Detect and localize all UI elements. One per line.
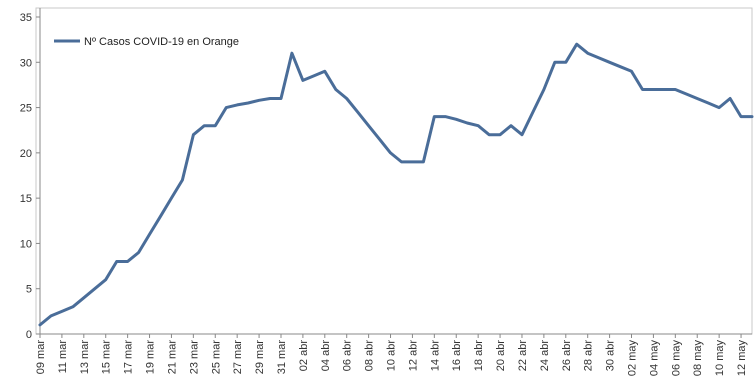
x-tick-label: 14 abr xyxy=(429,340,441,372)
x-tick-label: 02 abr xyxy=(298,340,310,372)
x-tick-label: 06 abr xyxy=(342,340,354,372)
x-tick-label: 24 abr xyxy=(539,340,551,372)
y-tick-label: 5 xyxy=(26,284,32,296)
x-tick-label: 09 mar xyxy=(35,340,47,375)
x-tick-label: 11 mar xyxy=(57,340,69,374)
legend: Nº Casos COVID-19 en Orange xyxy=(54,36,239,48)
x-tick-label: 22 abr xyxy=(517,340,529,372)
x-tick-label: 26 abr xyxy=(561,340,573,372)
x-tick-label: 18 abr xyxy=(473,340,485,372)
x-tick-label: 29 mar xyxy=(254,340,266,375)
x-tick-label: 08 abr xyxy=(364,340,376,372)
x-tick-label: 19 mar xyxy=(145,340,157,375)
x-tick-label: 21 mar xyxy=(166,340,178,375)
y-tick-label: 15 xyxy=(20,193,32,205)
x-tick-label: 12 may xyxy=(736,340,748,377)
legend-label: Nº Casos COVID-19 en Orange xyxy=(84,36,239,48)
x-tick-label: 04 may xyxy=(648,340,660,377)
x-tick-label: 30 abr xyxy=(605,340,617,372)
y-tick-label: 30 xyxy=(20,57,32,69)
x-tick-label: 16 abr xyxy=(451,340,463,372)
y-tick-label: 10 xyxy=(20,238,32,250)
x-tick-label: 28 abr xyxy=(583,340,595,372)
x-axis: 09 mar 11 mar 13 mar 15 mar 17 mar 19 mar 21 m… xyxy=(35,333,752,377)
x-tick-label: 20 abr xyxy=(495,340,507,372)
x-tick-label: 15 mar xyxy=(101,340,113,375)
y-tick-label: 35 xyxy=(20,12,32,24)
x-tick-label: 06 may xyxy=(670,340,682,377)
x-tick-label: 08 may xyxy=(692,340,704,377)
x-tick-label: 04 abr xyxy=(320,340,332,372)
x-tick-label: 12 abr xyxy=(407,340,419,372)
y-axis: 0 5 10 15 20 25 30 35 xyxy=(20,8,41,341)
y-tick-label: 25 xyxy=(20,103,32,115)
x-tick-label: 27 mar xyxy=(232,340,244,375)
x-tick-label: 10 may xyxy=(714,340,726,377)
y-tick-label: 0 xyxy=(26,329,32,341)
series-layer xyxy=(38,42,754,327)
y-tick-label: 20 xyxy=(20,148,32,160)
x-tick-label: 23 mar xyxy=(188,340,200,375)
x-tick-label: 13 mar xyxy=(79,340,91,375)
x-tick-label: 31 mar xyxy=(276,340,288,375)
x-tick-label: 10 abr xyxy=(386,340,398,372)
x-tick-label: 02 may xyxy=(627,340,639,377)
x-tick-label: 17 mar xyxy=(123,340,135,375)
series-line xyxy=(38,42,754,327)
x-tick-label: 25 mar xyxy=(210,340,222,375)
